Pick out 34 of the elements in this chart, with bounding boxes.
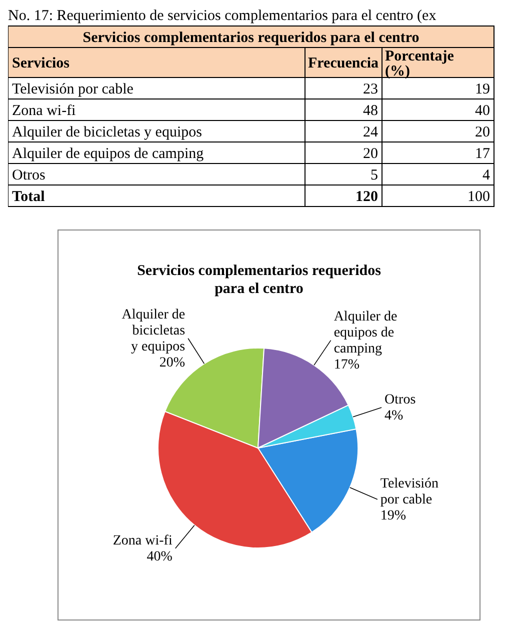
slice-label: Alquiler de bicicletas y equipos <box>122 307 186 354</box>
data-label: 17% <box>334 357 360 372</box>
data-label: 23 <box>363 82 378 98</box>
text: Servicios <box>12 56 70 72</box>
category-label: Alquiler de equipos de camping <box>12 146 204 162</box>
data-label: 20 <box>475 124 490 140</box>
category-label: Televisión por cable <box>12 82 134 98</box>
data-label: 120 <box>356 189 378 205</box>
data-label: 24 <box>363 124 378 140</box>
data-label: 100 <box>468 189 490 205</box>
text: Porcentaje (%) <box>385 48 454 80</box>
data-label: 40% <box>146 549 173 564</box>
data-label: 17 <box>475 146 490 162</box>
data-label: 4% <box>384 408 404 424</box>
slice-label: Alquiler de equipos de camping <box>334 309 398 356</box>
data-label: 19% <box>380 508 406 524</box>
slice-label: Zona wi-fi <box>112 533 172 548</box>
data-label: 19 <box>475 82 490 98</box>
data-label: 20 <box>363 146 378 162</box>
data-label: 40 <box>475 103 490 119</box>
text: Servicios complementarios requeridos para el centro <box>82 30 420 46</box>
category-label: Otros <box>12 168 46 184</box>
data-label: 5 <box>370 168 378 184</box>
data-label: 4 <box>482 168 490 184</box>
text: No. 17: Requerimiento de servicios complementarios para el centro (ex <box>8 8 437 24</box>
category-label: Alquiler de bicicletas y equipos <box>12 124 202 140</box>
data-label: 48 <box>363 103 378 119</box>
category-label: Zona wi-fi <box>12 103 76 119</box>
data-label: 20% <box>159 355 186 370</box>
chart-title: Servicios complementarios requeridos para el centro <box>137 263 382 297</box>
slice-label: Televisión por cable <box>380 476 439 508</box>
text: Frecuencia <box>308 56 380 72</box>
category-label: Total <box>12 189 45 205</box>
slice-label: Otros <box>384 392 416 408</box>
